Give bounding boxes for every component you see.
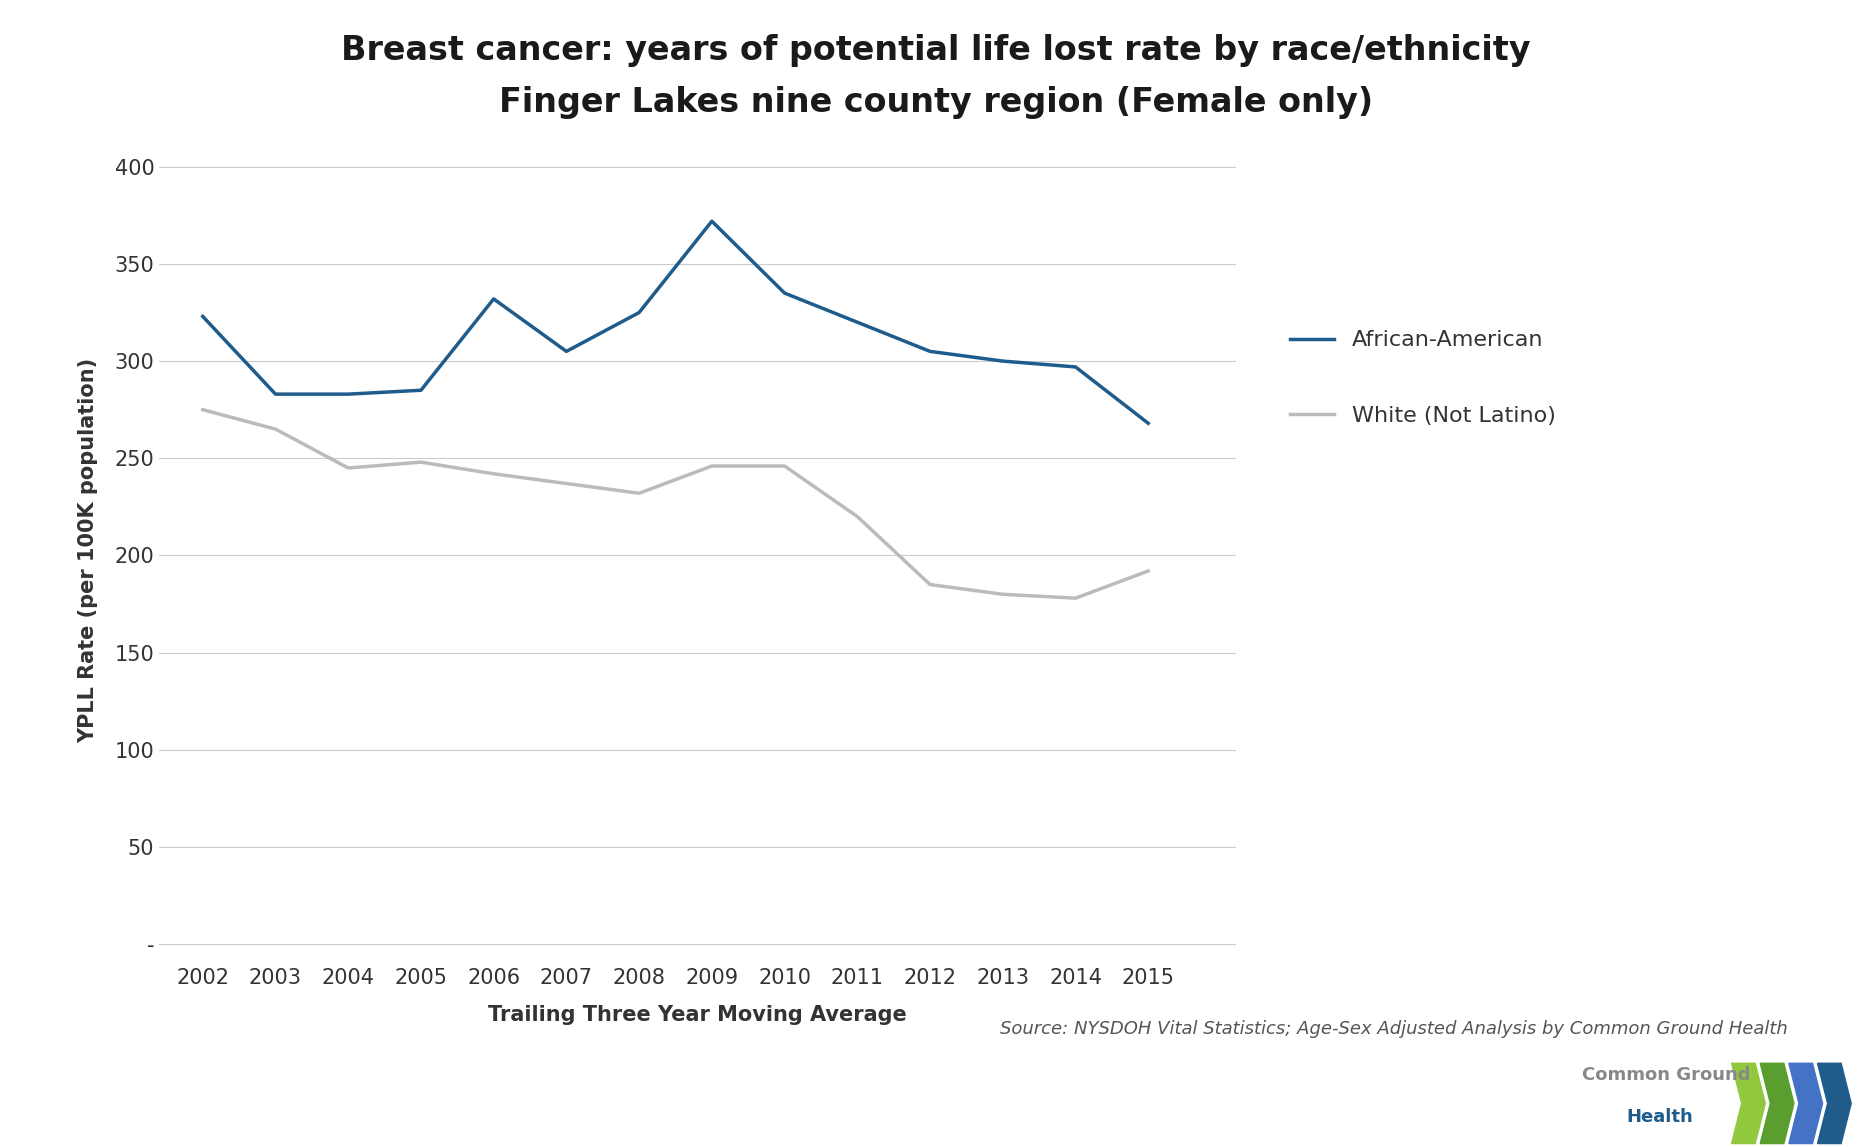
Text: Breast cancer: years of potential life lost rate by race/ethnicity: Breast cancer: years of potential life l… bbox=[341, 34, 1531, 68]
Text: Health: Health bbox=[1627, 1108, 1694, 1126]
Legend: African-American, White (Not Latino): African-American, White (Not Latino) bbox=[1290, 330, 1556, 426]
X-axis label: Trailing Three Year Moving Average: Trailing Three Year Moving Average bbox=[489, 1005, 906, 1025]
Polygon shape bbox=[1818, 1063, 1851, 1144]
Polygon shape bbox=[1732, 1063, 1765, 1144]
Text: Finger Lakes nine county region (Female only): Finger Lakes nine county region (Female … bbox=[500, 86, 1372, 119]
Y-axis label: YPLL Rate (per 100K population): YPLL Rate (per 100K population) bbox=[79, 358, 97, 743]
Text: Source: NYSDOH Vital Statistics; Age-Sex Adjusted Analysis by Common Ground Heal: Source: NYSDOH Vital Statistics; Age-Sex… bbox=[1000, 1020, 1788, 1038]
Text: Common Ground: Common Ground bbox=[1582, 1066, 1750, 1084]
Polygon shape bbox=[1760, 1063, 1793, 1144]
Polygon shape bbox=[1790, 1063, 1823, 1144]
